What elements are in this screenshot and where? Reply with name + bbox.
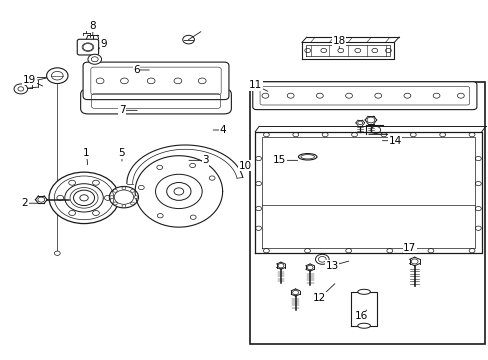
FancyBboxPatch shape — [81, 89, 231, 114]
Bar — [250, 82, 484, 344]
Ellipse shape — [357, 323, 370, 328]
Circle shape — [183, 35, 194, 44]
Circle shape — [122, 204, 125, 207]
Circle shape — [122, 187, 125, 190]
Text: 9: 9 — [100, 39, 106, 49]
Polygon shape — [301, 42, 393, 59]
Circle shape — [110, 196, 114, 199]
Text: 5: 5 — [119, 148, 125, 158]
Circle shape — [113, 189, 117, 192]
FancyBboxPatch shape — [252, 82, 476, 110]
Circle shape — [113, 202, 117, 205]
Text: 4: 4 — [219, 125, 225, 135]
Text: 12: 12 — [313, 293, 326, 303]
Text: 18: 18 — [332, 36, 345, 46]
Text: 6: 6 — [133, 65, 140, 75]
Text: 15: 15 — [272, 156, 285, 165]
Polygon shape — [255, 132, 481, 253]
Text: 7: 7 — [119, 105, 125, 115]
Circle shape — [78, 40, 98, 54]
Circle shape — [14, 84, 28, 94]
FancyBboxPatch shape — [83, 62, 228, 100]
Circle shape — [109, 186, 138, 208]
Circle shape — [54, 251, 60, 255]
Text: 16: 16 — [354, 311, 367, 321]
Polygon shape — [135, 156, 222, 227]
Circle shape — [315, 254, 328, 264]
Text: 1: 1 — [83, 148, 90, 158]
FancyBboxPatch shape — [77, 39, 99, 55]
Text: 8: 8 — [89, 21, 96, 31]
Circle shape — [134, 196, 138, 199]
Text: 19: 19 — [23, 75, 36, 85]
Text: 3: 3 — [202, 156, 208, 165]
Circle shape — [130, 189, 134, 192]
Circle shape — [49, 172, 119, 224]
Ellipse shape — [357, 289, 370, 294]
Text: 10: 10 — [239, 161, 251, 171]
Text: 17: 17 — [403, 243, 416, 253]
Ellipse shape — [298, 154, 316, 160]
Text: 13: 13 — [325, 261, 338, 271]
Circle shape — [88, 54, 102, 64]
Polygon shape — [351, 292, 376, 326]
Circle shape — [130, 202, 134, 205]
Circle shape — [46, 68, 68, 84]
Text: 2: 2 — [21, 198, 28, 208]
Text: 11: 11 — [248, 80, 262, 90]
Text: 14: 14 — [388, 136, 401, 146]
